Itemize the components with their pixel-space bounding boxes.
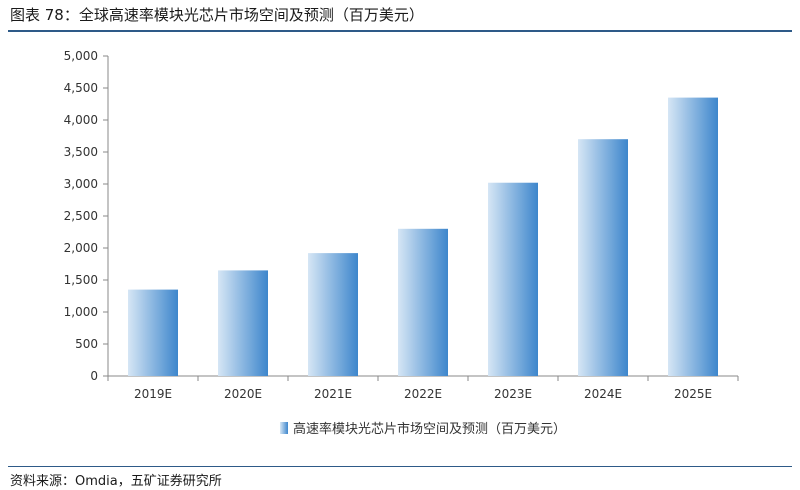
legend-swatch <box>279 422 288 434</box>
x-tick-label: 2022E <box>404 387 442 401</box>
source-rule <box>8 466 792 467</box>
source-note: 资料来源：Omdia，五矿证券研究所 <box>10 474 222 489</box>
bar-chart: 0 500 1,000 1,500 2,000 2,500 3,000 3,500 4,000 4… <box>64 49 739 437</box>
y-tick-label: 1,500 <box>64 273 98 287</box>
y-tick-label: 500 <box>75 337 98 351</box>
y-axis: 0 500 1,000 1,500 2,000 2,500 3,000 3,500 4,000 4… <box>64 49 109 383</box>
legend-label: 高速率模块光芯片市场空间及预测（百万美元） <box>293 421 566 437</box>
y-tick-label: 2,000 <box>64 241 98 255</box>
figure-title: 图表 78：全球高速率模块光芯片市场空间及预测（百万美元） <box>10 6 424 24</box>
x-tick-label: 2019E <box>134 387 172 401</box>
y-tick-label: 5,000 <box>64 49 98 63</box>
x-tick-label: 2020E <box>224 387 262 401</box>
x-tick-label: 2023E <box>494 387 532 401</box>
title-rule <box>8 30 792 32</box>
bar <box>578 139 628 376</box>
y-tick-label: 3,000 <box>64 177 98 191</box>
y-tick-label: 1,000 <box>64 305 98 319</box>
y-tick-label: 2,500 <box>64 209 98 223</box>
bar <box>668 97 718 376</box>
bar <box>398 228 448 376</box>
y-tick-label: 4,500 <box>64 81 98 95</box>
bar <box>308 253 358 376</box>
bar <box>128 289 178 376</box>
bars <box>128 97 718 376</box>
x-tick-label: 2024E <box>584 387 622 401</box>
y-tick-label: 4,000 <box>64 113 98 127</box>
x-axis: 2019E 2020E 2021E 2022E 2023E 2024E 2025E <box>107 375 739 401</box>
x-tick-label: 2025E <box>674 387 712 401</box>
bar <box>218 270 268 376</box>
y-tick-label: 0 <box>90 369 98 383</box>
y-tick-label: 3,500 <box>64 145 98 159</box>
bar <box>488 182 538 376</box>
legend: 高速率模块光芯片市场空间及预测（百万美元） <box>279 421 566 437</box>
x-tick-label: 2021E <box>314 387 352 401</box>
